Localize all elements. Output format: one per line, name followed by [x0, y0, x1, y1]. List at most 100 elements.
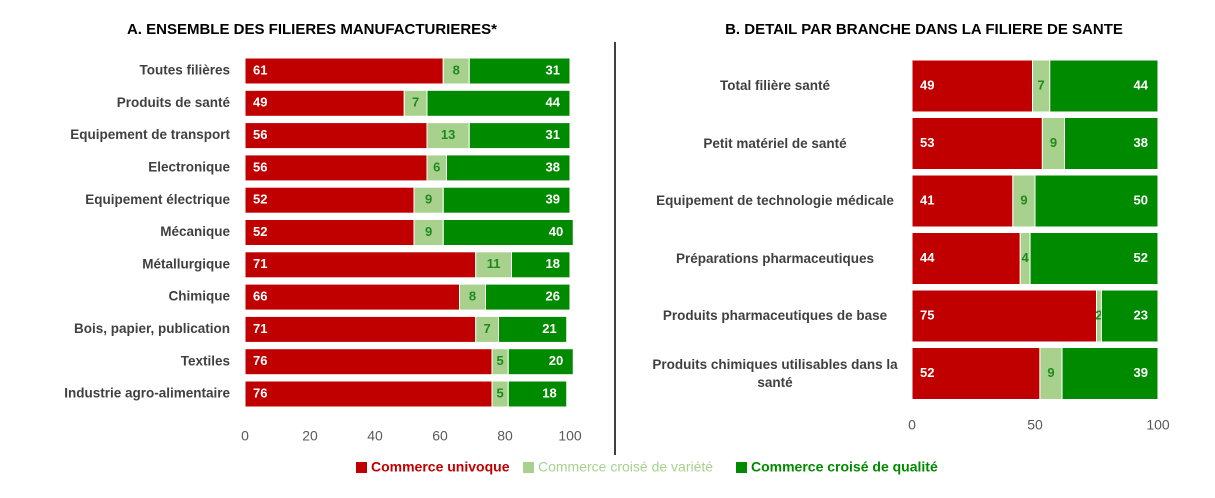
value-label: 9 [425, 224, 432, 239]
x-tick-label: 0 [908, 417, 916, 433]
value-label: 52 [1134, 250, 1148, 265]
bar-segment [446, 154, 571, 182]
value-label: 2 [1095, 307, 1102, 322]
value-label: 13 [441, 127, 455, 142]
value-label: 18 [542, 385, 556, 400]
value-label: 49 [920, 77, 934, 92]
bar-segment [244, 380, 493, 408]
value-label: 61 [253, 62, 267, 77]
value-label: 26 [546, 289, 560, 304]
bar-segment [475, 251, 512, 279]
bar-segment [511, 251, 571, 279]
category-label: Bois, papier, publication [74, 321, 230, 336]
bar-segment [442, 219, 574, 246]
value-label: 71 [253, 256, 267, 271]
bar-segment [507, 348, 574, 376]
value-label: 76 [253, 353, 267, 368]
value-label: 52 [920, 365, 934, 380]
bar-segment [507, 380, 568, 408]
category-text: Produits pharmaceutiques de base [662, 308, 888, 324]
category-text: Produits chimiques utilisables dans la s… [652, 356, 898, 390]
chart-title: B. DETAIL PAR BRANCHE DANS LA FILIERE DE… [725, 21, 1123, 38]
category-label: Préparations pharmaceutiques [676, 251, 874, 266]
value-label: 11 [487, 256, 501, 271]
bar-segment [244, 186, 415, 214]
value-label: 9 [1050, 135, 1057, 150]
category-label: Toutes filières [139, 63, 230, 78]
legend-swatch [523, 462, 534, 473]
value-label: 38 [1134, 135, 1148, 150]
bar-segment [426, 89, 571, 117]
value-label: 4 [1022, 250, 1030, 265]
value-label: 52 [253, 192, 267, 207]
bar-segment [1100, 289, 1159, 343]
value-label: 7 [1038, 77, 1045, 92]
value-label: 44 [546, 95, 561, 110]
legend-label: Commerce croisé de variété [538, 459, 713, 475]
category-label: Produits de santé [117, 95, 231, 110]
category-label: Textiles [181, 353, 230, 368]
x-tick-label: 50 [1027, 417, 1043, 433]
value-label: 44 [920, 250, 935, 265]
bar-segment [244, 57, 444, 85]
value-label: 9 [1020, 192, 1027, 207]
value-label: 50 [1134, 192, 1148, 207]
bar-segment [244, 315, 477, 343]
bar-segment [468, 57, 571, 85]
x-tick-label: 80 [497, 428, 513, 444]
category-label: Industrie agro-alimentaire [64, 386, 230, 401]
value-label: 31 [546, 127, 560, 142]
bar-segment [911, 59, 1034, 113]
value-label: 41 [920, 192, 934, 207]
bar-segment [1061, 347, 1159, 400]
bar-segment [244, 219, 415, 246]
value-label: 7 [412, 95, 419, 110]
bar-segment [1034, 174, 1159, 228]
value-label: 9 [425, 192, 432, 207]
value-label: 18 [546, 256, 560, 271]
category-label: Produits pharmaceutiques de base [662, 308, 888, 324]
x-tick-label: 0 [241, 428, 249, 444]
bar-segment [911, 174, 1014, 228]
category-label: Produits chimiques utilisables dans la s… [652, 356, 898, 390]
bar-segment [485, 283, 571, 311]
x-tick-label: 100 [558, 428, 582, 444]
bar-segment [911, 289, 1097, 343]
legend-swatch [356, 462, 367, 473]
bar-segment [244, 122, 428, 150]
legend-label: Commerce croisé de qualité [751, 459, 938, 475]
value-label: 8 [469, 289, 476, 304]
legend-swatch [736, 462, 747, 473]
value-label: 6 [433, 159, 440, 174]
value-label: 39 [1134, 365, 1148, 380]
bar-segment [1049, 59, 1159, 113]
value-label: 31 [546, 62, 560, 77]
x-tick-label: 60 [432, 428, 448, 444]
bar-segment [244, 251, 477, 279]
value-label: 23 [1134, 307, 1148, 322]
value-label: 20 [549, 353, 563, 368]
category-label: Equipement de transport [70, 127, 230, 142]
value-label: 56 [253, 127, 267, 142]
category-label: Métallurgique [142, 256, 230, 271]
category-label: Equipement de technologie médicale [656, 193, 894, 208]
x-tick-label: 40 [367, 428, 383, 444]
bar-segment [244, 283, 460, 311]
value-label: 52 [253, 224, 267, 239]
bar-segment [413, 219, 444, 246]
bar-segment [426, 122, 470, 150]
value-label: 76 [253, 385, 267, 400]
x-tick-label: 20 [302, 428, 318, 444]
value-label: 56 [253, 159, 267, 174]
bar-segment [244, 154, 428, 182]
x-tick-label: 100 [1146, 417, 1170, 433]
value-label: 5 [497, 353, 504, 368]
value-label: 53 [920, 135, 934, 150]
bar-segment [468, 122, 571, 150]
chart-title: A. ENSEMBLE DES FILIERES MANUFACTURIERES… [127, 21, 497, 38]
value-label: 75 [920, 307, 934, 322]
value-label: 66 [253, 289, 267, 304]
bar-segment [498, 315, 568, 343]
value-label: 9 [1047, 365, 1054, 380]
bar-segment [442, 186, 571, 214]
